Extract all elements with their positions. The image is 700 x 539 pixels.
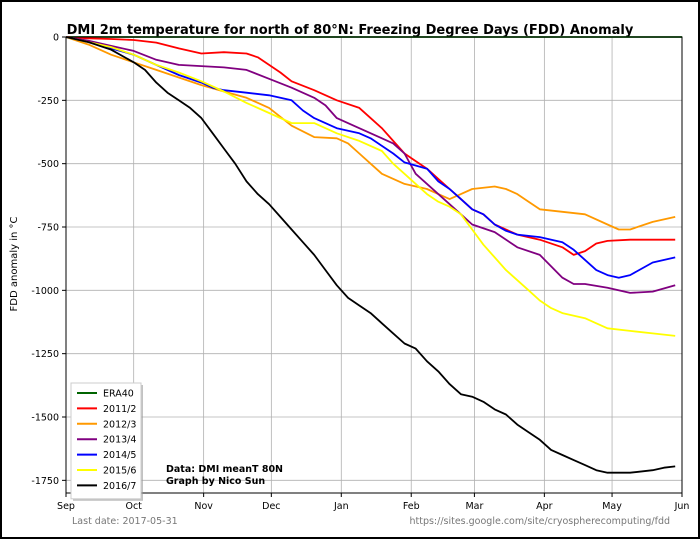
legend-label: 2011/2 <box>103 404 136 415</box>
x-tick-label: Jun <box>674 501 690 512</box>
axes: Sep Oct Nov Dec Jan Feb Mar Apr May Jun 0 -250 -500 -… <box>31 33 689 513</box>
series-line-2011-2 <box>65 36 676 256</box>
legend: ERA40 2011/2 2012/3 2013/4 2014/5 2015/6 2016/… <box>70 382 143 501</box>
x-tick-label: Feb <box>403 501 420 512</box>
y-tick-label: -1000 <box>31 286 59 297</box>
legend-label: 2012/3 <box>103 419 136 430</box>
legend-label: 2013/4 <box>103 435 136 446</box>
legend-box <box>70 382 142 500</box>
plot-border <box>65 36 683 494</box>
y-tick-label: -500 <box>37 159 59 170</box>
footer-last-date: Last date: 2017-05-31 <box>72 516 178 527</box>
series-line-2015-6 <box>65 36 676 337</box>
legend-label: ERA40 <box>103 389 134 400</box>
chart-title: DMI 2m temperature for north of 80°N: Fr… <box>67 23 634 38</box>
footer-url: https://sites.google.com/site/cryosphere… <box>409 516 670 527</box>
legend-label: 2016/7 <box>103 481 136 492</box>
series-line-2012-3 <box>65 36 676 231</box>
x-tick-label: Dec <box>262 501 280 512</box>
y-axis-label: FDD anomaly in °C <box>9 217 20 312</box>
y-tick-label: -1250 <box>31 349 59 360</box>
legend-label: 2015/6 <box>103 466 136 477</box>
series-line-2013-4 <box>65 36 676 294</box>
series-line-2014-5 <box>65 36 676 279</box>
series-line-2016-7 <box>65 36 676 474</box>
x-tick-label: Sep <box>57 501 75 512</box>
x-tick-label: Nov <box>194 501 213 512</box>
legend-label: 2014/5 <box>103 450 136 461</box>
x-tick-label: May <box>602 501 622 512</box>
y-tick-label: 0 <box>53 33 59 44</box>
y-tick-label: -1500 <box>31 413 59 424</box>
y-tick-label: -1750 <box>31 476 59 487</box>
x-tick-label: Apr <box>536 501 553 512</box>
x-tick-label: Jan <box>333 501 349 512</box>
x-tick-label: Mar <box>465 501 483 512</box>
annotation-credit: Graph by Nico Sun <box>166 476 265 487</box>
x-tick-label: Oct <box>125 501 142 512</box>
y-tick-label: -750 <box>37 223 59 234</box>
y-tick-label: -250 <box>37 96 59 107</box>
annotation-data: Data: DMI meanT 80N <box>166 464 283 475</box>
